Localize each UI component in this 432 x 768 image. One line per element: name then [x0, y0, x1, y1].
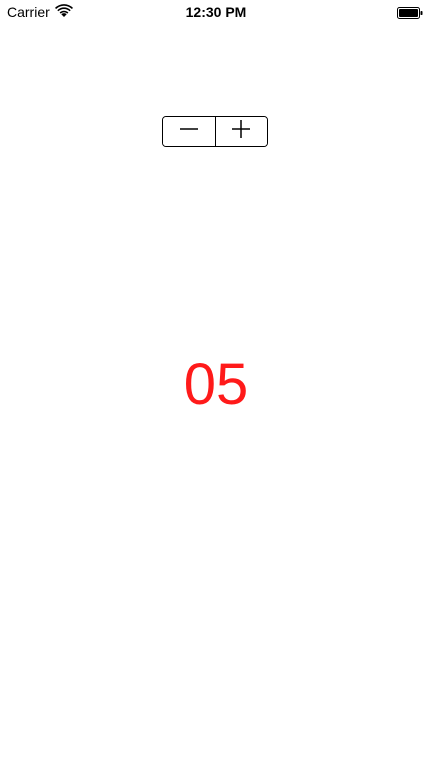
- status-time: 12:30 PM: [0, 4, 432, 20]
- decrement-button[interactable]: [163, 117, 215, 146]
- minus-icon: [179, 119, 199, 144]
- counter-stepper[interactable]: [162, 116, 268, 147]
- plus-icon: [231, 119, 251, 144]
- battery-icon: [397, 6, 423, 18]
- status-bar: Carrier 12:30 PM: [0, 0, 432, 24]
- counter-value: 05: [0, 353, 432, 417]
- increment-button[interactable]: [216, 117, 268, 146]
